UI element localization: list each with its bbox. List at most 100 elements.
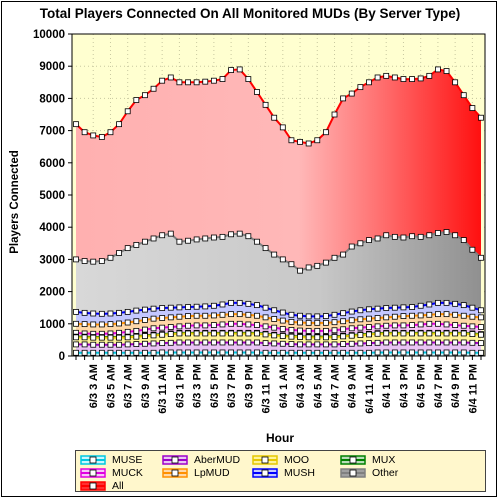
legend-item-mush: MUSH [252,466,315,479]
x-tick-label: 6/4 7 AM [330,364,342,408]
point-moo [409,330,415,337]
point-lpmud [443,311,450,318]
point-abermud [366,340,372,347]
point-mush [219,301,226,308]
point-lpmud [185,313,191,319]
point-muse [443,349,450,356]
legend-label-lpmud: LpMUD [194,466,230,479]
point-lpmud [81,321,88,328]
point-all [426,72,433,79]
point-lpmud [314,319,321,326]
point-mush [417,302,424,309]
point-moo [435,330,441,337]
x-tick-label: 6/4 3 AM [295,364,307,408]
point-abermud [133,341,140,347]
point-moo [73,334,79,341]
point-lpmud [322,319,329,326]
point-muse [331,349,338,356]
point-lpmud [409,312,415,319]
point-other [348,243,355,250]
point-abermud [305,341,312,348]
point-mush [159,305,166,311]
point-lpmud [202,312,209,319]
point-lpmud [176,313,183,320]
legend-label-muse: MUSE [112,453,143,466]
point-all [322,129,329,136]
legend-item-all: All [80,479,124,492]
point-muck [366,324,372,330]
point-muck [452,322,459,328]
point-mush [81,309,88,316]
x-tick-label: 6/4 5 AM [312,364,324,408]
point-all [435,66,441,73]
point-moo [340,333,347,340]
point-moo [210,330,217,337]
point-muck [357,324,364,331]
point-muse [426,349,433,356]
point-other [81,258,88,264]
point-abermud [340,341,347,347]
y-tick-label: 2000 [39,287,65,299]
legend-swatch-muse [80,454,106,465]
point-other [167,230,174,237]
point-moo [348,332,355,339]
point-all [279,124,286,131]
x-tick-label: 6/3 3 PM [192,364,204,408]
point-other [460,237,467,243]
point-all [236,66,243,73]
point-other [176,238,183,245]
x-tick-label: 6/4 3 PM [398,364,410,408]
point-mush [279,309,286,316]
point-moo [107,334,114,341]
point-mush [193,303,200,310]
point-other [322,259,329,266]
x-tick-label: 6/4 11 AM [364,364,376,414]
point-abermud [297,341,303,348]
point-muck [279,326,286,332]
legend-swatch-moo [252,454,278,465]
point-mush [228,299,235,306]
point-muse [340,349,347,356]
point-lpmud [348,317,355,324]
point-all [219,76,226,82]
point-lpmud [228,311,235,318]
legend-swatch-all [80,480,106,491]
point-mush [262,304,269,311]
point-abermud [262,340,269,347]
point-lpmud [417,312,424,319]
point-abermud [271,340,278,347]
point-muck [142,326,148,333]
point-muck [271,324,278,331]
legend-item-other: Other [340,466,398,479]
y-tick-label: 6000 [39,158,65,170]
point-other [116,250,122,256]
point-abermud [107,341,114,348]
legend-label-moo: MOO [284,453,310,466]
x-tick-label: 6/3 5 PM [209,364,221,408]
point-lpmud [305,319,312,326]
point-muse [452,349,459,356]
point-moo [185,330,191,337]
point-all [262,101,269,108]
point-abermud [210,339,217,346]
point-moo [314,334,321,341]
point-other [228,231,235,238]
point-other [435,230,441,236]
point-muse [348,349,355,356]
point-lpmud [236,311,243,318]
point-lpmud [340,318,347,325]
point-abermud [348,340,355,347]
point-muse [400,349,407,356]
x-tick-label: 6/3 1 PM [174,364,186,408]
point-abermud [228,339,235,346]
point-muck [167,324,174,330]
point-moo [391,330,398,337]
point-all [391,74,398,81]
point-lpmud [107,321,114,328]
point-mush [348,308,355,315]
point-muck [228,320,235,327]
point-abermud [150,340,157,347]
point-all [297,138,303,145]
point-muck [331,327,338,334]
point-other [245,233,252,240]
